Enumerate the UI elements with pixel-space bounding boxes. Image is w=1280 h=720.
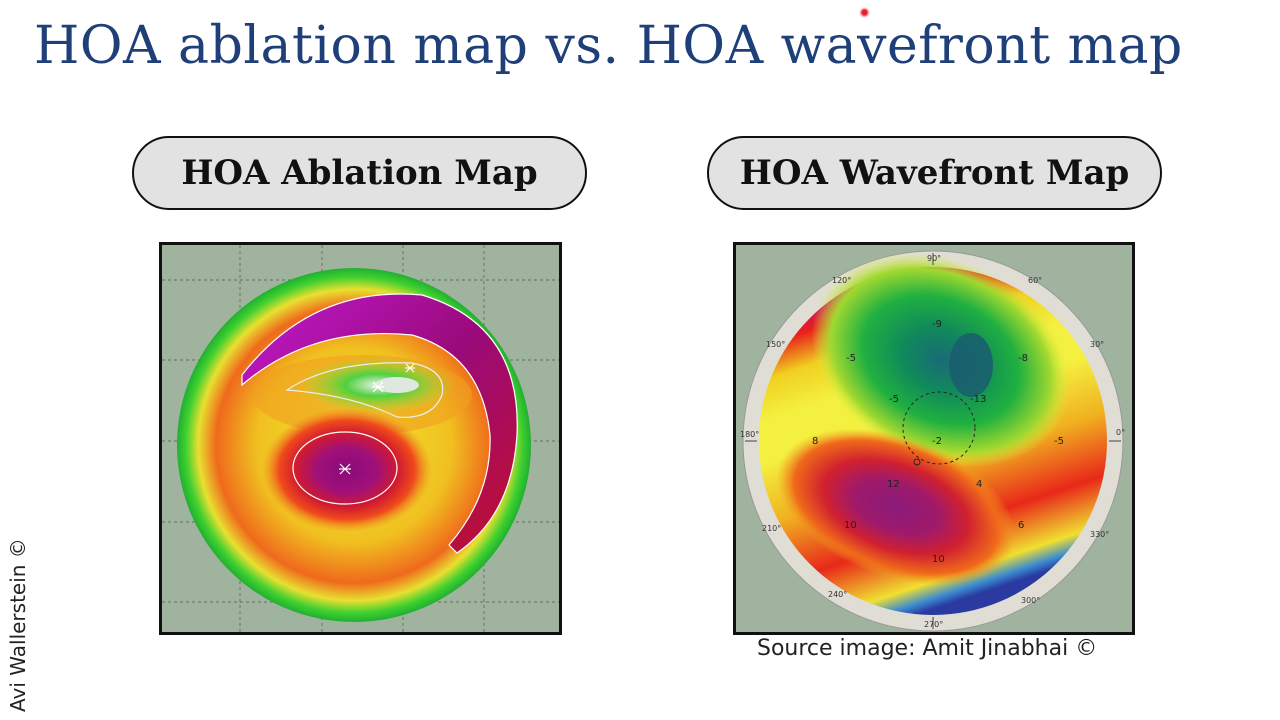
contour-label: 4	[976, 479, 982, 490]
contour-label: 8	[812, 436, 818, 447]
degree-30: 30°	[1090, 340, 1104, 349]
degree-240: 240°	[828, 590, 847, 599]
contour-label: -8	[1018, 353, 1028, 364]
degree-120: 120°	[832, 276, 851, 285]
contour-label: 10	[932, 554, 945, 565]
wavefront-map-label: HOA Wavefront Map	[707, 136, 1162, 210]
contour-label: -5	[1054, 436, 1064, 447]
contour-label: 10	[844, 520, 857, 531]
wavefront-map-image: 90° 60° 30° 0° 330° 300° 270° 240° 210° …	[733, 242, 1135, 635]
degree-180: 180°	[740, 430, 759, 439]
degree-60: 60°	[1028, 276, 1042, 285]
degree-90: 90°	[927, 254, 941, 263]
contour-label: 6	[1018, 520, 1024, 531]
degree-270: 270°	[924, 620, 943, 629]
contour-label: -13	[970, 394, 986, 405]
contour-label: -5	[889, 394, 899, 405]
contour-label: -5	[846, 353, 856, 364]
image-source-caption: Source image: Amit Jinabhai ©	[757, 636, 1098, 661]
laser-pointer-dot	[859, 7, 870, 18]
page-title: HOA ablation map vs. HOA wavefront map	[34, 16, 1183, 76]
author-copyright: Avi Wallerstein ©	[6, 538, 30, 712]
contour-label: 12	[887, 479, 900, 490]
degree-150: 150°	[766, 340, 785, 349]
contour-label: -2	[932, 436, 942, 447]
degree-330: 330°	[1090, 530, 1109, 539]
degree-210: 210°	[762, 524, 781, 533]
contour-label: -9	[932, 319, 942, 330]
ablation-map-label: HOA Ablation Map	[132, 136, 587, 210]
degree-300: 300°	[1021, 596, 1040, 605]
ablation-map-image	[159, 242, 562, 635]
degree-0: 0°	[1116, 428, 1125, 437]
